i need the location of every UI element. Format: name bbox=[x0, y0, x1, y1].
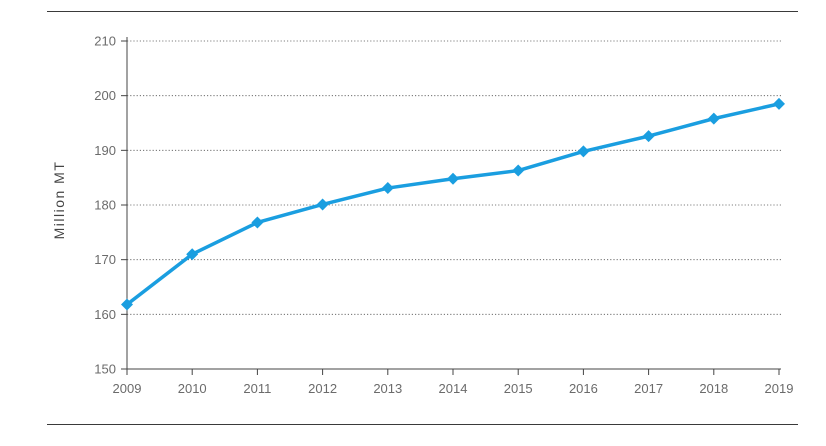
x-tick-label: 2015 bbox=[504, 381, 533, 396]
x-tick-label: 2018 bbox=[699, 381, 728, 396]
data-point-marker bbox=[251, 216, 264, 229]
y-tick-label: 170 bbox=[94, 252, 116, 267]
data-point-marker bbox=[381, 182, 394, 195]
data-point-marker bbox=[121, 298, 133, 311]
bottom-rule bbox=[47, 424, 798, 425]
axes bbox=[121, 37, 781, 370]
data-point-marker bbox=[512, 164, 525, 177]
top-rule bbox=[47, 11, 798, 12]
x-tick-label: 2014 bbox=[439, 381, 468, 396]
data-point-marker bbox=[186, 248, 199, 261]
y-axis-title: Million MT bbox=[51, 161, 67, 240]
data-point-marker bbox=[773, 97, 785, 110]
data-point-marker bbox=[447, 172, 459, 185]
series-markers bbox=[121, 97, 785, 311]
series-line-path bbox=[125, 102, 781, 307]
x-axis-ticks: 2009 2010 2011 2012 2013 2014 2015 2016 2017 2018… bbox=[113, 369, 794, 396]
y-tick-label: 180 bbox=[94, 198, 116, 213]
y-tick-label: 200 bbox=[94, 88, 116, 103]
y-tick-label: 190 bbox=[94, 143, 116, 158]
y-tick-label: 160 bbox=[94, 307, 116, 322]
x-tick-label: 2017 bbox=[634, 381, 663, 396]
x-tick-label: 2013 bbox=[373, 381, 402, 396]
x-tick-label: 2012 bbox=[308, 381, 337, 396]
y-tick-label: 210 bbox=[94, 34, 116, 49]
series-line bbox=[125, 102, 781, 307]
x-tick-label: 2019 bbox=[765, 381, 794, 396]
data-point-marker bbox=[642, 130, 655, 143]
x-tick-label: 2016 bbox=[569, 381, 598, 396]
x-tick-label: 2010 bbox=[178, 381, 207, 396]
data-point-marker bbox=[316, 198, 329, 211]
x-tick-label: 2009 bbox=[113, 381, 142, 396]
gridlines bbox=[127, 40, 781, 315]
y-tick-label: 150 bbox=[94, 362, 116, 377]
y-axis-ticks: 150 160 170 180 190 200 210 bbox=[94, 34, 127, 377]
x-tick-label: 2011 bbox=[243, 381, 271, 396]
data-point-marker bbox=[707, 112, 720, 125]
data-point-marker bbox=[577, 145, 590, 158]
